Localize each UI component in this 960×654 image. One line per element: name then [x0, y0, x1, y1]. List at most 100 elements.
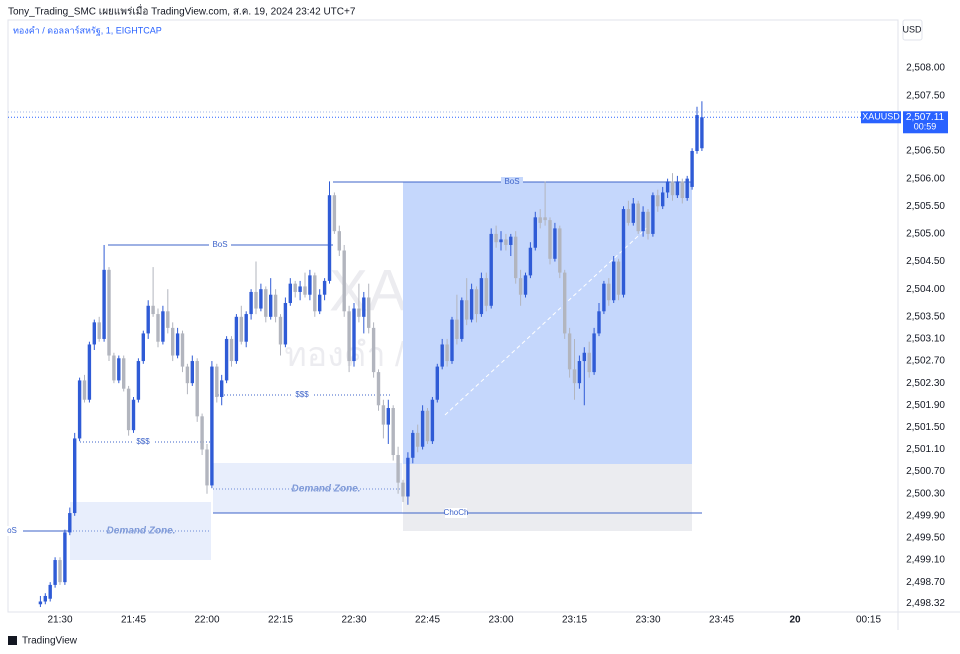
x-tick-label: 23:00 — [488, 615, 513, 626]
annotation: $$$ — [136, 437, 150, 446]
candle-body — [298, 286, 302, 292]
y-tick-label: 2,505.50 — [906, 201, 945, 212]
y-tick-label: 2,498.70 — [906, 577, 945, 588]
candle-body — [166, 311, 170, 328]
annotation-bg — [501, 177, 523, 187]
candle-body — [367, 297, 371, 328]
candle-body — [195, 361, 199, 417]
candle-body — [308, 275, 312, 295]
candle-body — [661, 192, 665, 207]
candle-body — [190, 361, 194, 384]
candle-body — [548, 220, 552, 259]
candle-body — [700, 117, 704, 149]
x-tick-label: 21:45 — [121, 615, 146, 626]
candle-body — [445, 344, 449, 362]
y-tick-label: 2,499.90 — [906, 510, 945, 521]
candle-body — [538, 217, 542, 223]
y-tick-label: 2,498.32 — [906, 598, 945, 609]
candle-body — [381, 405, 386, 425]
candle-body — [474, 289, 479, 315]
y-tick-label: 2,506.50 — [906, 146, 945, 157]
y-tick-label: 2,503.10 — [906, 334, 945, 345]
candle-body — [313, 275, 317, 312]
y-tick-label: 2,507.50 — [906, 90, 945, 101]
candle-body — [254, 291, 258, 309]
candle-body — [416, 432, 420, 447]
currency-box[interactable] — [902, 19, 923, 41]
candle-body — [680, 181, 684, 198]
symbol-label: XAUUSD — [862, 112, 900, 122]
y-tick-label: 2,503.50 — [906, 311, 945, 322]
candle-body — [558, 228, 562, 273]
y-tick-label: 2,501.50 — [906, 422, 945, 433]
candle-body — [396, 455, 400, 483]
annotation-bg — [291, 390, 313, 400]
candle-body — [151, 305, 155, 315]
candle-body — [499, 239, 503, 243]
candle-body — [146, 305, 150, 334]
candle-body — [572, 369, 577, 384]
candle-body — [460, 300, 464, 339]
x-tick-label: 23:30 — [635, 615, 660, 626]
y-tick-label: 2,502.30 — [906, 378, 945, 389]
candle-body — [455, 319, 459, 339]
y-tick-label: 2,500.30 — [906, 488, 945, 499]
y-tick-label: 2,504.50 — [906, 256, 945, 267]
candle-body — [567, 333, 572, 370]
candle-body — [612, 261, 616, 301]
candle-body — [234, 316, 239, 362]
candle-body — [469, 289, 474, 320]
brand-logo — [8, 636, 17, 645]
candles — [38, 101, 704, 608]
candle-body — [651, 195, 655, 234]
candle-body — [175, 333, 180, 356]
y-tick-label: 2,500.70 — [906, 466, 945, 477]
candle-body — [58, 560, 62, 583]
candle-body — [411, 432, 415, 458]
candle-body — [131, 399, 136, 431]
branding: TradingView — [8, 636, 78, 647]
candle-body — [122, 358, 126, 389]
candle-body — [371, 327, 376, 373]
candle-body — [141, 333, 145, 362]
candle-body — [53, 560, 57, 585]
candle-body — [430, 399, 435, 442]
candle-body — [48, 584, 52, 599]
y-tick-label: 2,502.70 — [906, 356, 945, 367]
candle-body — [337, 231, 341, 251]
y-tick-label: 2,499.50 — [906, 533, 945, 544]
projection-line — [444, 224, 651, 416]
candle-body — [592, 333, 596, 373]
candle-body — [357, 308, 361, 317]
candle-body — [582, 352, 586, 362]
last-price: 2,507.11 — [906, 112, 945, 123]
x-tick-label: 22:15 — [268, 615, 293, 626]
candle-body — [376, 372, 381, 406]
candle-body — [318, 294, 322, 312]
candle-body — [695, 115, 699, 152]
x-tick-label: 23:45 — [709, 615, 734, 626]
candle-body — [494, 233, 498, 243]
candle-body — [504, 239, 508, 245]
candle-body — [602, 283, 606, 312]
demand-zone — [213, 463, 402, 513]
y-tick-label: 2,499.10 — [906, 555, 945, 566]
candle-body — [249, 291, 253, 315]
candle-body — [685, 178, 689, 198]
candle-body — [362, 297, 366, 317]
candle-body — [675, 181, 680, 196]
currency[interactable]: USD — [902, 24, 922, 34]
candle-body — [543, 217, 547, 221]
candle-body — [484, 278, 488, 306]
candle-body — [514, 236, 518, 279]
candle-body — [597, 311, 601, 334]
candle-body — [97, 322, 101, 339]
annotation-bg — [132, 437, 154, 447]
candle-body — [180, 333, 185, 367]
candle-body — [102, 269, 106, 339]
candle-body — [690, 151, 694, 187]
candle-body — [293, 283, 297, 292]
candle-body — [577, 361, 582, 384]
